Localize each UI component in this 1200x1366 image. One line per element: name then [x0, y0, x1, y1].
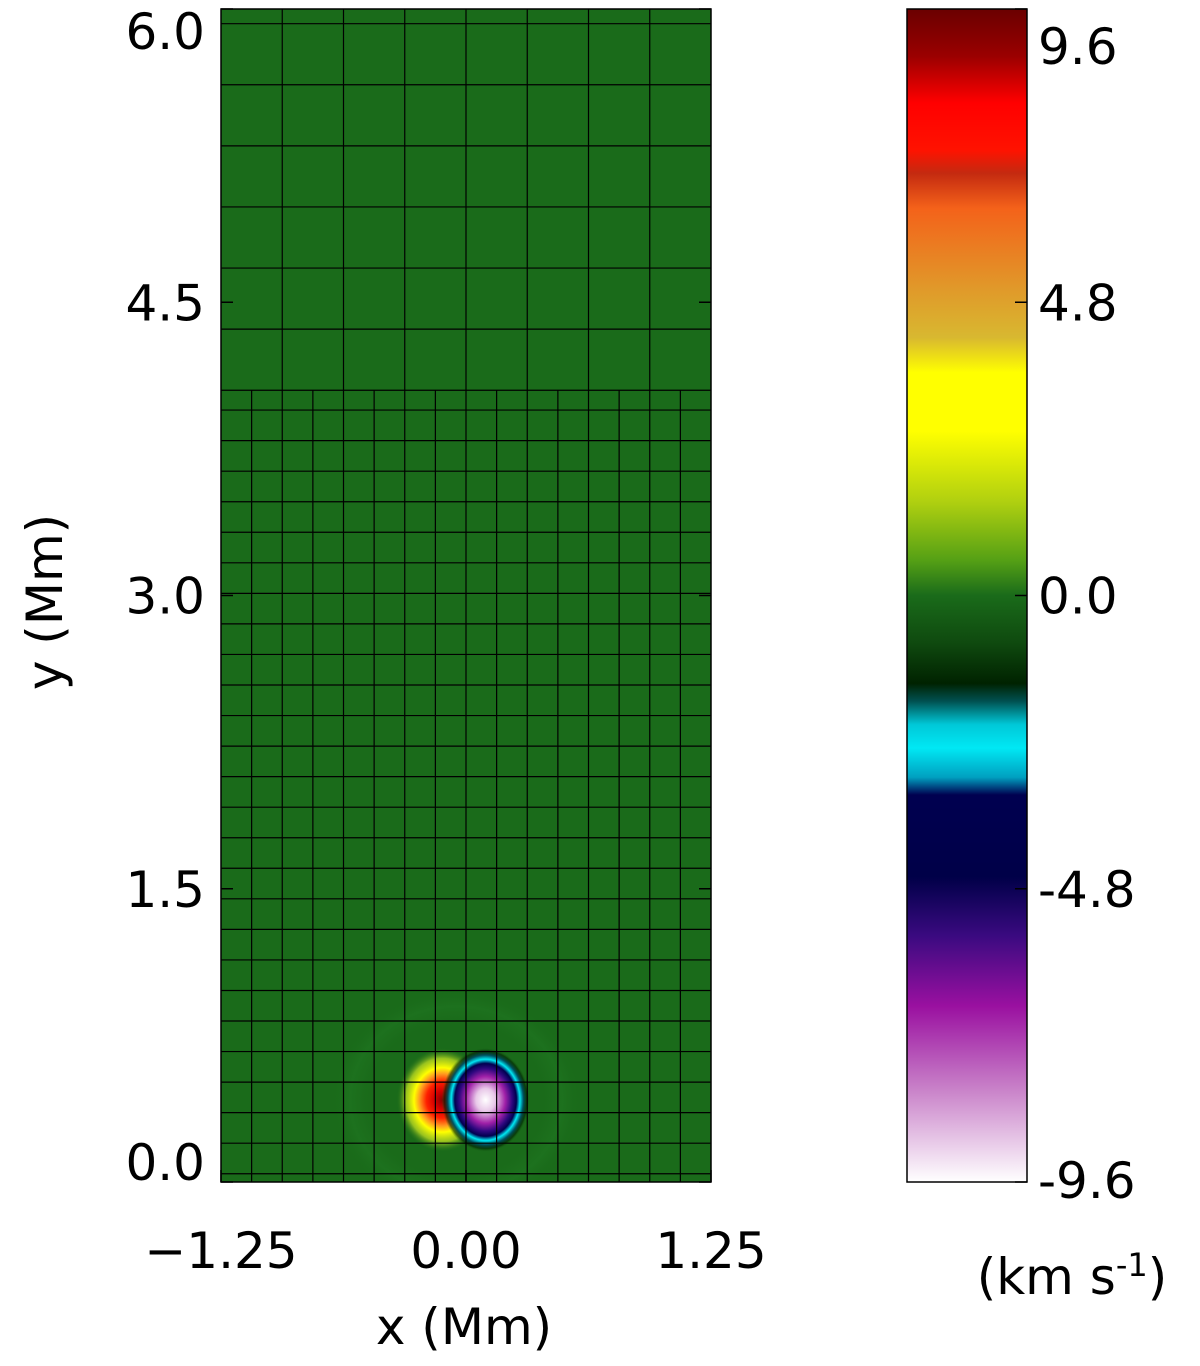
y-tick-label: 4.5	[125, 274, 205, 332]
x-tick-label: 0.00	[410, 1222, 521, 1280]
colorbar-label-superscript: -1	[1116, 1246, 1148, 1284]
x-axis-label: x (Mm)	[376, 1298, 552, 1356]
y-axis: 0.0 1.5 3.0 4.5 6.0	[125, 3, 711, 1192]
colorbar-tick-label: -4.8	[1038, 861, 1136, 919]
y-tick-label: 1.5	[125, 861, 205, 919]
colorbar-gradient	[907, 9, 1027, 1182]
x-axis: −1.25 0.00 1.25	[144, 1170, 767, 1280]
colorbar-label: (km s-1)	[977, 1246, 1168, 1306]
colorbar: 9.6 4.8 0.0 -4.8 -9.6 (km s-1)	[906, 8, 1168, 1306]
colorbar-tick-label: 9.6	[1038, 18, 1118, 76]
mesh-grid	[221, 9, 711, 1182]
colorbar-ticks: 9.6 4.8 0.0 -4.8 -9.6	[1015, 8, 1136, 1210]
colorbar-tick-label: 4.8	[1038, 274, 1118, 332]
y-tick-label: 6.0	[125, 3, 205, 61]
colorbar-tick-label: 0.0	[1038, 568, 1118, 626]
y-axis-label: y (Mm)	[16, 514, 74, 690]
x-tick-label: −1.25	[144, 1222, 297, 1280]
negative-velocity-lobe	[441, 1047, 530, 1152]
y-tick-label: 3.0	[125, 568, 205, 626]
colorbar-label-close: )	[1148, 1248, 1168, 1306]
colorbar-tick-label: -9.6	[1038, 1152, 1136, 1210]
velocity-features	[331, 989, 582, 1182]
plot-area	[220, 8, 712, 1183]
y-tick-label: 0.0	[125, 1134, 205, 1192]
colorbar-label-main: (km s	[977, 1248, 1116, 1306]
x-tick-label: 1.25	[655, 1222, 766, 1280]
